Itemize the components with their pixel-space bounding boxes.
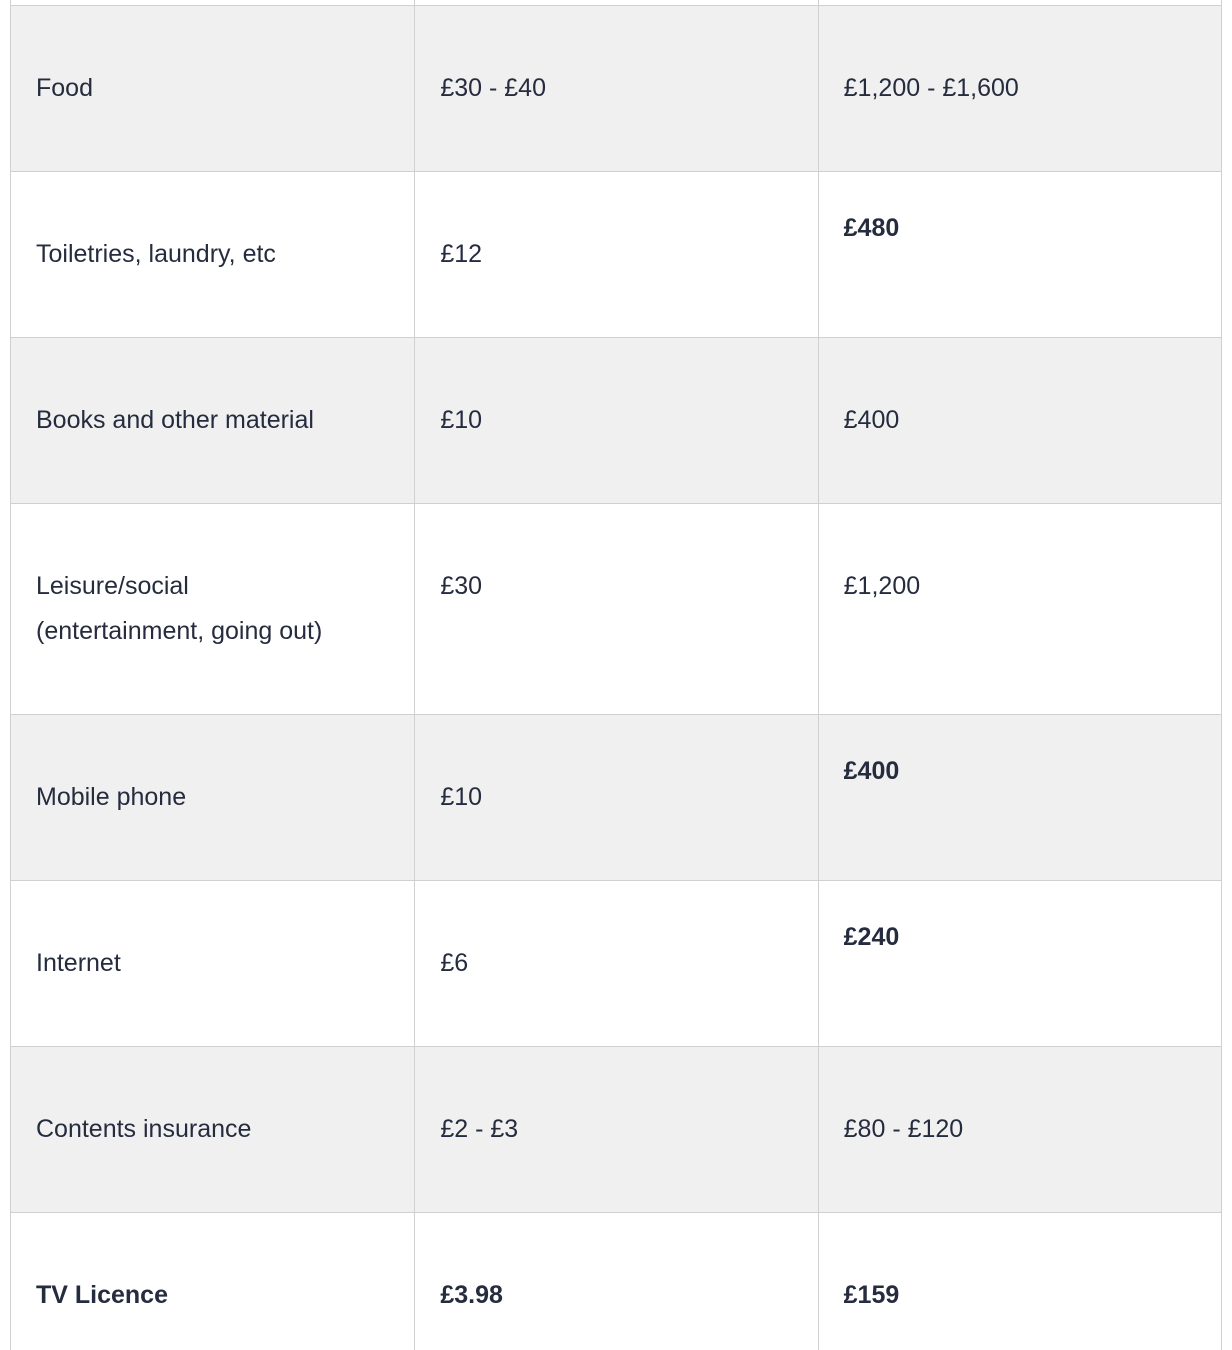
costs-table: Food £30 - £40 £1,200 - £1,600 Toiletries, … xyxy=(10,0,1222,1350)
cell-text: £240 xyxy=(843,923,900,951)
cell-text: £6 xyxy=(440,949,469,977)
cell-text: Contents insurance xyxy=(36,1115,252,1143)
cell-text: Books and other material xyxy=(36,406,314,434)
table-row: Books and other material £10 £400 xyxy=(11,338,1221,504)
cell-text: £400 xyxy=(843,757,900,785)
annual-cost-cell: £400 xyxy=(817,715,1221,880)
cell-text: £12 xyxy=(440,240,483,268)
item-cell: Contents insurance xyxy=(11,1047,414,1212)
cell-text: £80 - £120 xyxy=(843,1115,964,1143)
annual-cost-cell: £400 xyxy=(817,338,1221,503)
table-row: Internet £6 £240 xyxy=(11,881,1221,1047)
annual-cost-cell xyxy=(817,0,1221,5)
weekly-cost-cell xyxy=(414,0,817,5)
cell-text: £10 xyxy=(440,783,483,811)
cell-text: £480 xyxy=(843,214,900,242)
table-row: Contents insurance £2 - £3 £80 - £120 xyxy=(11,1047,1221,1213)
cell-text: Leisure/social (entertainment, going out… xyxy=(36,572,323,645)
cell-text: £159 xyxy=(843,1281,900,1309)
weekly-cost-cell: £6 xyxy=(414,881,817,1046)
cell-text: TV Licence xyxy=(36,1281,168,1309)
weekly-cost-cell: £12 xyxy=(414,172,817,337)
cell-text: £10 xyxy=(440,406,483,434)
item-cell: Books and other material xyxy=(11,338,414,503)
item-cell: Mobile phone xyxy=(11,715,414,880)
table-row: Mobile phone £10 £400 xyxy=(11,715,1221,881)
item-cell: Leisure/social (entertainment, going out… xyxy=(11,504,414,714)
cell-text: Internet xyxy=(36,949,121,977)
cell-text: £30 - £40 xyxy=(440,74,546,102)
weekly-cost-cell: £10 xyxy=(414,338,817,503)
item-cell: Food xyxy=(11,6,414,171)
cell-text: Toiletries, laundry, etc xyxy=(36,240,276,268)
weekly-cost-cell: £30 - £40 xyxy=(414,6,817,171)
annual-cost-cell: £1,200 - £1,600 xyxy=(817,6,1221,171)
annual-cost-cell: £1,200 xyxy=(817,504,1221,714)
weekly-cost-cell: £10 xyxy=(414,715,817,880)
table-row: Leisure/social (entertainment, going out… xyxy=(11,504,1221,715)
item-cell: Internet xyxy=(11,881,414,1046)
annual-cost-cell: £80 - £120 xyxy=(817,1047,1221,1212)
annual-cost-cell: £480 xyxy=(817,172,1221,337)
cell-text: £1,200 - £1,600 xyxy=(843,74,1019,102)
item-cell: Toiletries, laundry, etc xyxy=(11,172,414,337)
annual-cost-cell: £159 xyxy=(817,1213,1221,1350)
table-row-partial xyxy=(11,0,1221,6)
table-row: Toiletries, laundry, etc £12 £480 xyxy=(11,172,1221,338)
cell-text: £30 xyxy=(440,572,483,600)
table-row: TV Licence £3.98 £159 xyxy=(11,1213,1221,1350)
cell-text: £2 - £3 xyxy=(440,1115,519,1143)
cell-text: Mobile phone xyxy=(36,783,187,811)
cell-text: £1,200 xyxy=(843,572,921,600)
cell-text: £3.98 xyxy=(440,1281,503,1309)
table-row: Food £30 - £40 £1,200 - £1,600 xyxy=(11,6,1221,172)
item-cell: TV Licence xyxy=(11,1213,414,1350)
weekly-cost-cell: £2 - £3 xyxy=(414,1047,817,1212)
item-cell xyxy=(11,0,414,5)
weekly-cost-cell: £3.98 xyxy=(414,1213,817,1350)
weekly-cost-cell: £30 xyxy=(414,504,817,714)
cell-text: Food xyxy=(36,74,93,102)
annual-cost-cell: £240 xyxy=(817,881,1221,1046)
cell-text: £400 xyxy=(843,406,900,434)
